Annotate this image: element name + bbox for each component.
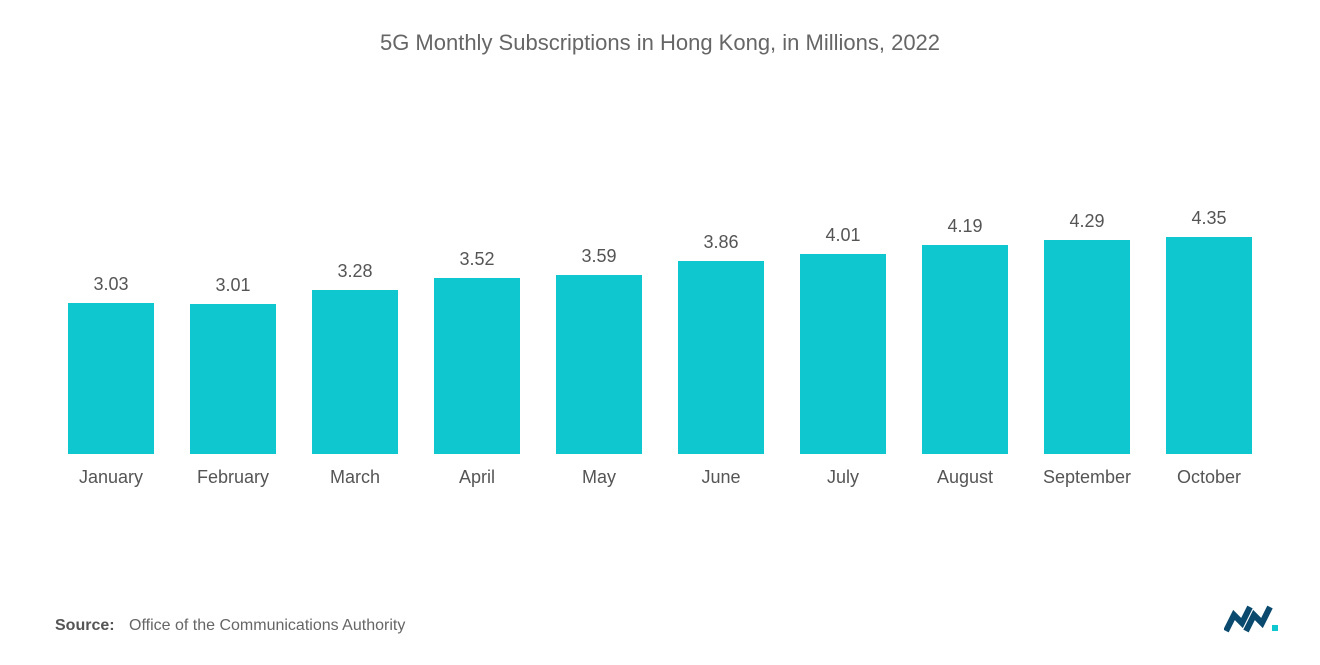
bar-data-label: 4.29 xyxy=(1069,211,1104,232)
bar xyxy=(1166,237,1253,455)
bar-column: 4.19 August xyxy=(908,116,1022,516)
bar-data-label: 3.03 xyxy=(93,274,128,295)
x-axis-category-label: May xyxy=(582,466,616,516)
bar xyxy=(678,261,765,454)
bar-column: 4.01 July xyxy=(786,116,900,516)
bar-column: 4.35 October xyxy=(1152,116,1266,516)
bar-data-label: 4.35 xyxy=(1191,208,1226,229)
source-label: Source: xyxy=(55,617,115,634)
bar-data-label: 3.01 xyxy=(215,275,250,296)
bar-column: 3.01 February xyxy=(176,116,290,516)
source-attribution: Source: Office of the Communications Aut… xyxy=(55,617,405,635)
x-axis-category-label: March xyxy=(330,466,380,516)
source-text: Office of the Communications Authority xyxy=(129,617,405,634)
bar xyxy=(312,290,399,454)
chart-container: 5G Monthly Subscriptions in Hong Kong, i… xyxy=(0,0,1320,665)
bar-column: 3.28 March xyxy=(298,116,412,516)
bar xyxy=(922,245,1009,455)
bar xyxy=(68,303,155,455)
bar xyxy=(556,275,643,455)
x-axis-category-label: February xyxy=(197,466,269,516)
x-axis-category-label: October xyxy=(1177,466,1241,516)
bar xyxy=(190,304,277,455)
bar-column: 4.29 September xyxy=(1030,116,1144,516)
bar-column: 3.03 January xyxy=(54,116,168,516)
bar xyxy=(434,278,521,454)
bar-chart-area: 3.03 January 3.01 February 3.28 March 3.52 Apri… xyxy=(40,116,1280,516)
bar-column: 3.52 April xyxy=(420,116,534,516)
bar xyxy=(1044,240,1131,455)
bar-data-label: 3.86 xyxy=(703,232,738,253)
bar xyxy=(800,254,887,455)
bar-data-label: 3.52 xyxy=(459,249,494,270)
x-axis-category-label: April xyxy=(459,466,495,516)
bar-data-label: 4.19 xyxy=(947,216,982,237)
x-axis-category-label: September xyxy=(1043,466,1131,516)
bar-data-label: 3.59 xyxy=(581,246,616,267)
x-axis-category-label: July xyxy=(827,466,859,516)
bar-column: 3.59 May xyxy=(542,116,656,516)
bar-data-label: 4.01 xyxy=(825,225,860,246)
x-axis-category-label: January xyxy=(79,466,143,516)
chart-title: 5G Monthly Subscriptions in Hong Kong, i… xyxy=(40,30,1280,56)
x-axis-category-label: August xyxy=(937,466,993,516)
bar-column: 3.86 June xyxy=(664,116,778,516)
brand-logo-icon xyxy=(1224,601,1280,637)
x-axis-category-label: June xyxy=(701,466,740,516)
bar-data-label: 3.28 xyxy=(337,261,372,282)
